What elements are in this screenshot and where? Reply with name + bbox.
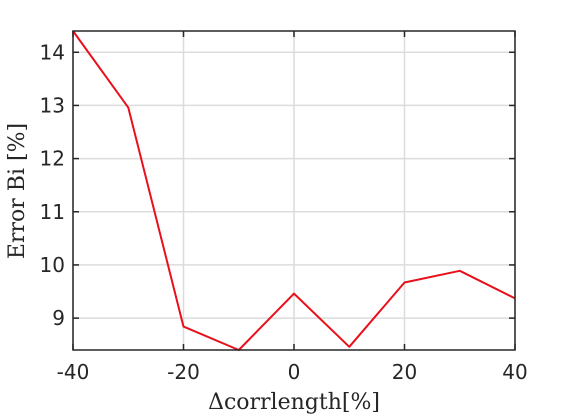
y-tick-label: 13 (40, 93, 65, 117)
series-line (72, 30, 516, 351)
y-tick-label: 12 (40, 147, 65, 171)
series-layer (72, 30, 516, 351)
x-tick-labels: -40 -20 0 20 40 (57, 360, 528, 384)
x-tick-label: 40 (502, 360, 527, 384)
y-axis-label: Error Bi [%] (5, 123, 30, 259)
x-tick-label: -20 (167, 360, 200, 384)
x-tick-label: -40 (57, 360, 90, 384)
y-tick-label: 14 (40, 40, 65, 64)
x-tick-label: 0 (288, 360, 301, 384)
y-tick-label: 9 (52, 306, 65, 330)
x-tick-label: 20 (392, 360, 417, 384)
y-tick-label: 11 (40, 200, 65, 224)
y-tick-label: 10 (40, 253, 65, 277)
tick-marks (72, 31, 516, 350)
grid-lines (72, 31, 516, 350)
y-tick-labels: 9 10 11 12 13 14 (40, 40, 65, 330)
x-axis-label: Δcorrlength[%] (208, 390, 380, 415)
